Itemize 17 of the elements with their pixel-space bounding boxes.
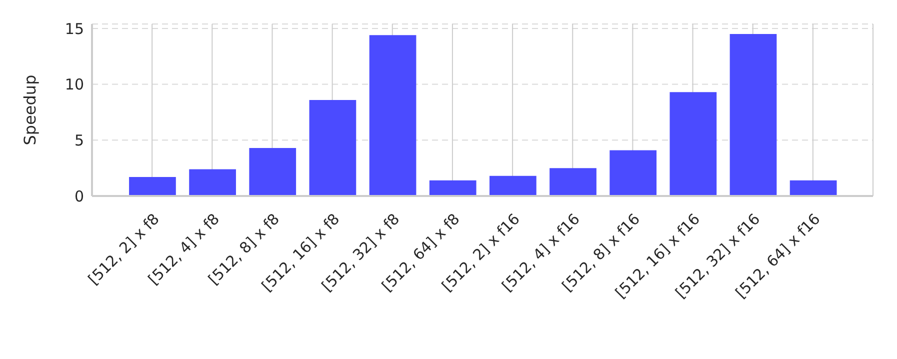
bar — [730, 34, 777, 196]
bar — [490, 176, 536, 196]
bar — [189, 169, 236, 196]
bar — [129, 177, 176, 196]
bar — [369, 35, 416, 196]
bar — [429, 180, 476, 196]
bar — [249, 148, 296, 196]
y-tick-label: 5 — [74, 131, 84, 150]
bar — [790, 180, 837, 196]
bar — [309, 100, 356, 196]
bar — [610, 150, 657, 196]
y-tick-label: 0 — [74, 187, 84, 206]
y-axis-title: Speedup — [20, 74, 40, 146]
bar — [670, 92, 717, 196]
bar — [550, 168, 596, 196]
y-tick-label: 10 — [64, 76, 84, 94]
y-tick-label: 15 — [64, 20, 84, 38]
